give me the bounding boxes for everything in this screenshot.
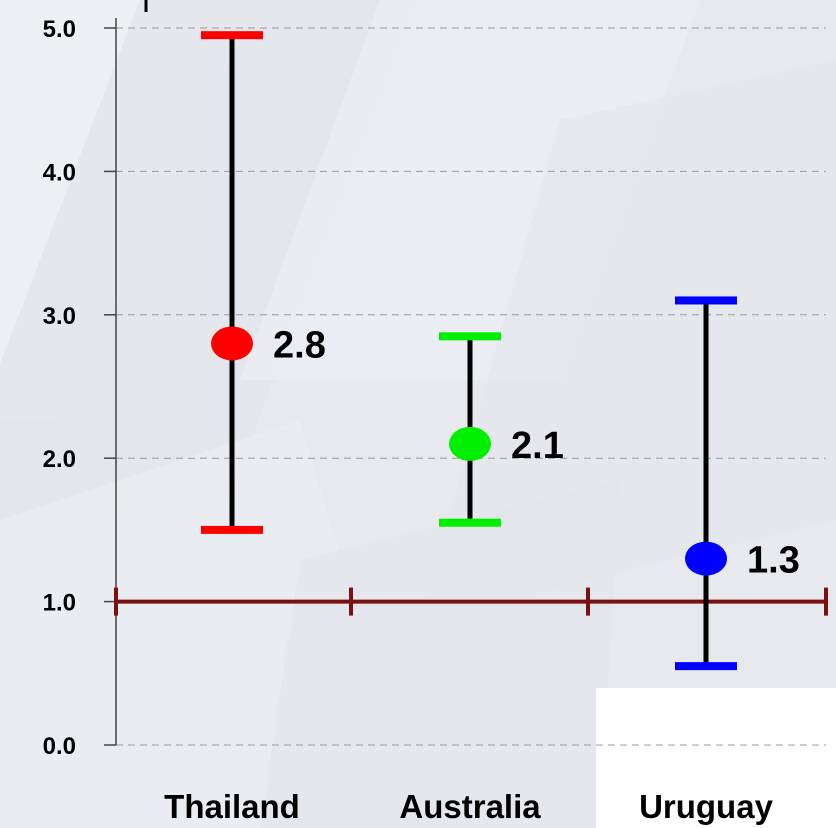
error-cap-lower <box>201 525 263 534</box>
data-point-uruguay <box>685 541 727 576</box>
error-cap-lower <box>439 518 501 527</box>
y-tick-label: 5.0 <box>43 16 76 43</box>
x-category-label: Thailand <box>164 788 300 825</box>
y-tick-label: 0.0 <box>43 733 76 760</box>
error-cap-upper <box>675 296 737 305</box>
x-category-label: Australia <box>399 788 541 825</box>
axes <box>104 0 148 746</box>
data-label: 1.3 <box>747 540 800 582</box>
y-tick-label: 1.0 <box>43 590 76 617</box>
chart-labels: 0.0 1.0 2.0 3.0 4.0 5.0 Thailand Australia Urugu… <box>43 16 800 825</box>
data-label: 2.8 <box>273 324 326 366</box>
error-cap-lower <box>675 662 737 671</box>
error-cap-upper <box>201 31 263 40</box>
data-label: 2.1 <box>511 425 564 467</box>
data-point-australia <box>449 426 491 461</box>
reference-line <box>114 587 828 616</box>
data-point-thailand <box>211 326 253 361</box>
y-tick-label: 2.0 <box>43 446 76 473</box>
x-category-label: Uruguay <box>639 788 774 825</box>
chart-marks <box>201 31 737 671</box>
error-cap-upper <box>439 332 501 341</box>
y-tick-label: 4.0 <box>43 159 76 186</box>
y-tick-label: 3.0 <box>43 303 76 330</box>
